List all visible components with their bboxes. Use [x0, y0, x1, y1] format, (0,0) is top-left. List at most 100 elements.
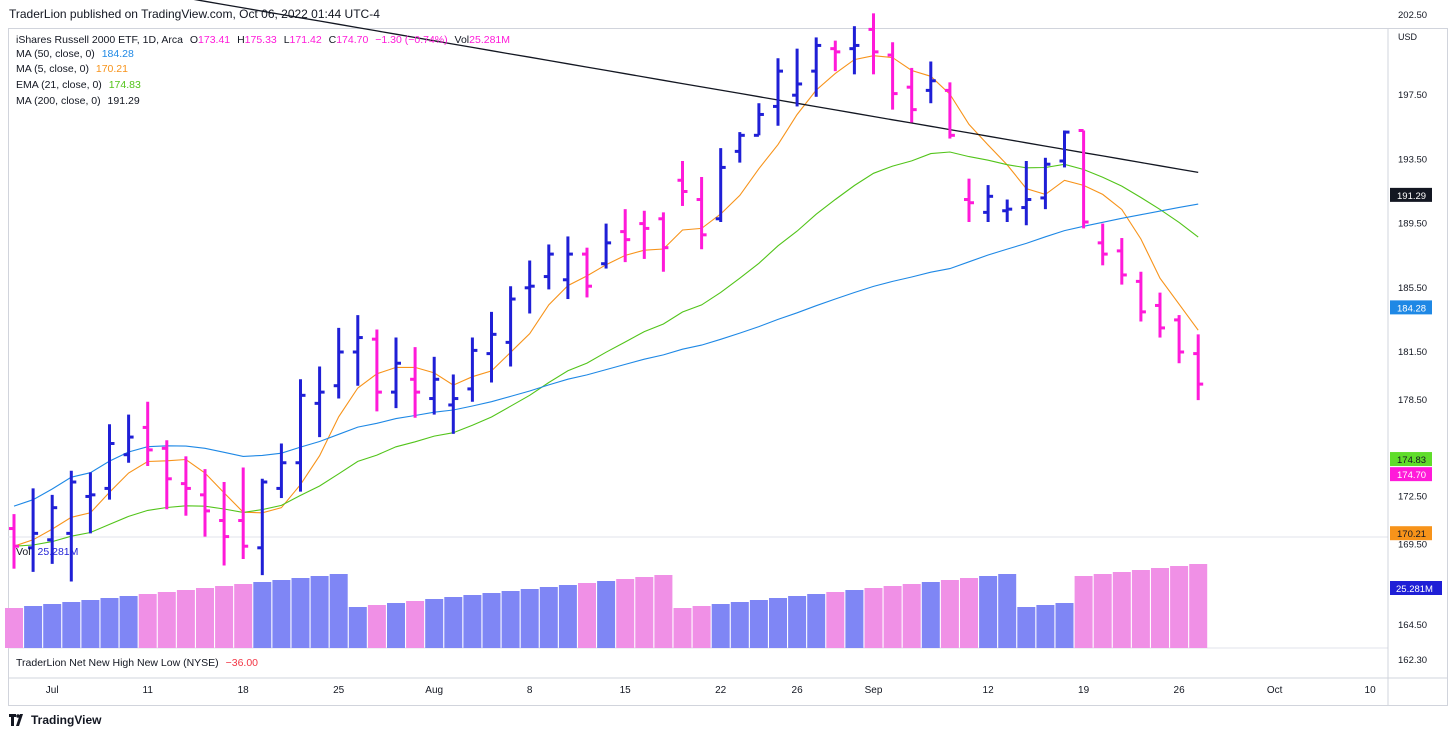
volume-bar	[482, 593, 501, 648]
indicator-ma5[interactable]: MA (5, close, 0) 170.21	[16, 63, 132, 75]
indicator-ma50[interactable]: MA (50, close, 0) 184.28	[16, 48, 138, 60]
volume-bar	[578, 583, 596, 648]
x-tick-label: 25	[333, 685, 345, 696]
nhnl-value: −36.00	[225, 657, 259, 669]
volume-bar	[291, 578, 310, 648]
volume-bar	[1170, 566, 1189, 648]
y-tick-label: 189.50	[1398, 219, 1427, 230]
volume-bar	[406, 601, 425, 648]
volume-bar	[62, 602, 81, 648]
indicator-label: EMA (21, close, 0)	[16, 79, 102, 91]
volume-bar	[444, 597, 463, 648]
volume-bar	[539, 587, 558, 648]
price-tag-label: 174.70	[1397, 470, 1426, 481]
volume-legend[interactable]: Vol 25.281M	[16, 546, 82, 558]
price-tag	[1390, 187, 1432, 202]
volume-bar	[1112, 572, 1131, 648]
x-tick-label: 11	[143, 685, 154, 696]
x-tick-label: Sep	[865, 685, 883, 696]
y-tick-label: 185.50	[1398, 283, 1427, 294]
price-tag	[1390, 526, 1432, 541]
x-tick-label: 10	[1365, 685, 1377, 696]
x-tick-label: Aug	[425, 685, 443, 696]
volume-bar	[921, 582, 940, 648]
y-tick-label: 172.50	[1398, 491, 1427, 502]
volume-bar	[692, 606, 711, 648]
volume-bar	[387, 603, 405, 648]
ema21-line	[13, 151, 1199, 547]
price-tag-label: 170.21	[1397, 529, 1426, 540]
x-tick-label: Jul	[46, 685, 59, 696]
y-tick-label: 164.50	[1398, 620, 1427, 631]
ohlc-open: O173.41	[189, 34, 231, 46]
ohlc-low: L171.42	[283, 34, 322, 46]
volume-bar	[138, 594, 157, 648]
x-tick-label: 18	[238, 685, 250, 696]
y-tick-label: 197.50	[1398, 90, 1427, 101]
volume-bar	[215, 586, 234, 648]
ma5-line	[13, 55, 1199, 547]
publisher-line: TraderLion published on TradingView.com,…	[9, 7, 380, 21]
indicator-ema21[interactable]: EMA (21, close, 0) 174.83	[16, 79, 145, 91]
ohlc-volume: Vol25.281M	[454, 34, 511, 46]
nhnl-label: TraderLion Net New High New Low (NYSE)	[16, 657, 219, 669]
volume-bar	[329, 574, 348, 648]
indicator-value: 191.29	[107, 95, 140, 107]
volume-bar	[157, 592, 176, 648]
y-tick-label: 181.50	[1398, 347, 1427, 358]
ma200-line	[193, 0, 1199, 174]
volume-bar	[558, 585, 577, 648]
volume-bar	[788, 596, 807, 648]
footer-brand-label: TradingView	[31, 713, 102, 727]
volume-bar	[654, 575, 673, 648]
volume-bar	[1093, 574, 1112, 648]
volume-bar	[597, 581, 616, 648]
x-tick-label: 26	[1174, 685, 1186, 696]
volume-value: 25.281M	[37, 546, 79, 558]
volume-bar	[100, 598, 119, 648]
volume-bar	[43, 604, 62, 648]
volume-bar	[769, 598, 787, 648]
volume-bar	[807, 594, 826, 648]
volume-label: Vol	[16, 546, 31, 558]
publisher-bar: TraderLion published on TradingView.com,…	[0, 0, 1456, 28]
volume-bar	[196, 588, 214, 648]
indicator-label: MA (200, close, 0)	[16, 95, 101, 107]
volume-bar	[1055, 603, 1074, 648]
ohlc-close: C174.70	[328, 34, 369, 46]
y-tick-label: 178.50	[1398, 395, 1427, 406]
volume-bar	[81, 600, 100, 648]
volume-bar	[940, 580, 959, 648]
x-tick-label: 12	[983, 685, 995, 696]
price-tag-label: 184.28	[1397, 303, 1426, 314]
tradingview-logo-icon	[9, 714, 26, 726]
volume-bar	[272, 580, 291, 648]
x-tick-label: 15	[620, 685, 632, 696]
volume-bar	[1017, 607, 1036, 648]
volume-bar	[1036, 605, 1055, 648]
indicator-label: MA (50, close, 0)	[16, 48, 95, 60]
volume-bar	[1189, 564, 1208, 648]
x-tick-label: 8	[527, 685, 533, 696]
volume-bar	[960, 578, 978, 648]
volume-bar	[883, 586, 902, 648]
footer-brand[interactable]: TradingView	[9, 713, 101, 727]
indicator-label: MA (5, close, 0)	[16, 63, 89, 75]
x-tick-label: 26	[792, 685, 804, 696]
indicator-value: 170.21	[95, 63, 128, 75]
y-tick-label: 193.50	[1398, 154, 1427, 165]
volume-bar	[310, 576, 329, 648]
volume-bar	[348, 607, 367, 648]
currency-label: USD	[1398, 32, 1418, 42]
x-tick-label: 19	[1078, 685, 1090, 696]
volume-bar	[1151, 568, 1169, 648]
volume-tag	[1390, 581, 1442, 595]
volume-bar	[979, 576, 998, 648]
volume-bar	[749, 600, 768, 648]
indicator-value: 184.28	[101, 48, 134, 60]
price-tag-label: 191.29	[1397, 191, 1426, 202]
volume-bar	[1074, 576, 1093, 648]
indicator-ma200[interactable]: MA (200, close, 0) 191.29	[16, 95, 144, 107]
nhnl-legend[interactable]: TraderLion Net New High New Low (NYSE) −…	[16, 657, 262, 669]
